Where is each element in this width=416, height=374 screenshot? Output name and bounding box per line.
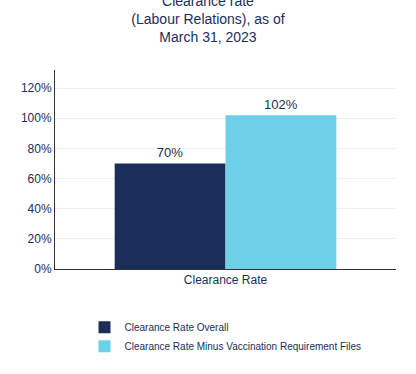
svg-text:Clearance Rate Overall: Clearance Rate Overall: [125, 322, 229, 333]
svg-text:40%: 40%: [28, 202, 52, 216]
svg-text:Clearance rate(Labour Relation: Clearance rate(Labour Relations), as ofM…: [131, 0, 284, 45]
svg-text:60%: 60%: [28, 172, 52, 186]
svg-text:80%: 80%: [28, 142, 52, 156]
svg-text:Clearance Rate: Clearance Rate: [184, 273, 268, 287]
svg-text:0%: 0%: [34, 262, 52, 276]
svg-text:70%: 70%: [157, 145, 183, 160]
svg-text:120%: 120%: [21, 81, 52, 95]
svg-text:100%: 100%: [21, 111, 52, 125]
svg-text:Clearance Rate Minus Vaccinati: Clearance Rate Minus Vaccination Require…: [125, 341, 362, 352]
svg-text:102%: 102%: [264, 97, 298, 112]
svg-text:20%: 20%: [28, 232, 52, 246]
